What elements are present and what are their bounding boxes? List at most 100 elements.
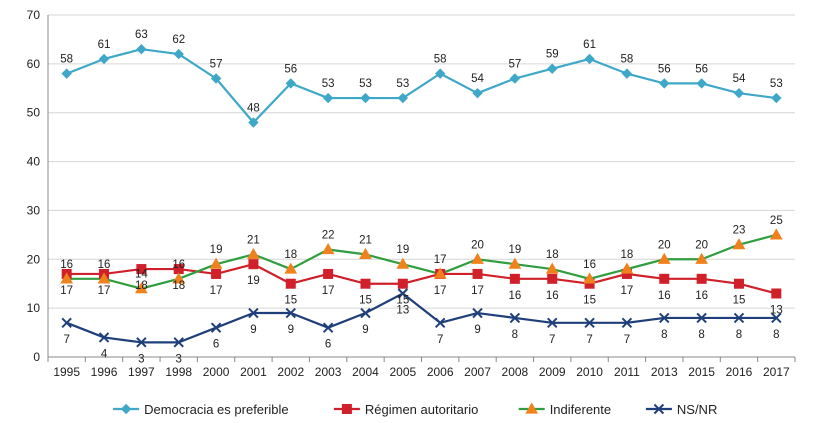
data-point (248, 259, 259, 270)
series-line-ns-nr (66, 292, 777, 344)
data-point (210, 73, 222, 84)
data-label: 7 (437, 334, 443, 346)
x-tick-label: 2005 (389, 365, 416, 379)
data-label: 7 (586, 334, 592, 346)
data-label: 18 (621, 249, 634, 261)
data-point (659, 273, 670, 284)
data-label: 15 (284, 295, 297, 307)
data-point (584, 53, 595, 65)
data-label: 22 (322, 230, 335, 242)
data-point (696, 312, 707, 324)
data-label: 23 (733, 225, 746, 237)
y-tick-label: 30 (27, 203, 41, 217)
data-point (653, 403, 665, 415)
data-label: 17 (210, 285, 223, 297)
data-point (211, 268, 222, 279)
data-point (620, 262, 634, 274)
data-label: 13 (770, 304, 783, 316)
data-point (247, 247, 260, 260)
data-point (547, 63, 558, 74)
data-point (173, 337, 184, 348)
legend-label: Democracia es preferible (144, 402, 289, 417)
data-label: 6 (325, 339, 331, 351)
data-point (769, 228, 783, 240)
legend-item-democracia-es-preferible: Democracia es preferible (113, 402, 289, 417)
x-tick-label: 2001 (240, 365, 267, 379)
data-point (322, 322, 334, 333)
data-point (360, 278, 371, 289)
data-point (285, 307, 296, 319)
data-point (509, 73, 521, 84)
data-point (696, 273, 707, 284)
y-tick-label: 70 (27, 8, 41, 22)
y-tick-label: 50 (27, 106, 41, 120)
x-tick-label: 2007 (464, 365, 491, 379)
data-label: 15 (733, 295, 746, 307)
data-point (360, 307, 371, 319)
x-tick-label: 2015 (688, 365, 715, 379)
series-line-democracia-es-preferible (66, 48, 777, 124)
data-point (172, 272, 186, 284)
data-point (397, 92, 409, 104)
data-label: 58 (60, 54, 73, 66)
data-label: 8 (773, 329, 779, 341)
data-point (323, 268, 334, 279)
data-label: 53 (770, 78, 783, 90)
y-tick-label: 60 (27, 57, 41, 71)
data-point (525, 402, 539, 414)
x-tick-label: 1996 (91, 365, 118, 379)
legend-item-indiferente: Indiferente (518, 402, 611, 417)
x-tick-label: 1995 (53, 365, 80, 379)
legend-item-regimen-autoritario: Régimen autoritario (333, 402, 478, 417)
data-label: 3 (138, 353, 144, 365)
data-point (659, 312, 670, 324)
legend-label: NS/NR (677, 402, 717, 417)
data-label: 8 (736, 329, 742, 341)
x-tick-label: 2004 (352, 365, 379, 379)
legend-label: Indiferente (550, 402, 611, 417)
data-label: 16 (508, 290, 521, 302)
data-label: 21 (247, 234, 260, 246)
data-label: 13 (396, 304, 409, 316)
gridlines (48, 14, 795, 309)
data-label: 20 (471, 239, 484, 251)
data-point (210, 322, 222, 333)
data-point (285, 78, 296, 89)
data-point (472, 307, 483, 319)
data-point (136, 264, 147, 275)
data-label: 16 (658, 290, 671, 302)
data-label: 16 (172, 259, 185, 271)
data-point (509, 312, 521, 324)
data-label: 17 (471, 285, 484, 297)
y-tick-label: 10 (27, 301, 41, 315)
data-label: 8 (698, 329, 704, 341)
data-point (659, 78, 670, 89)
x-tick-label: 2008 (502, 365, 529, 379)
data-label: 16 (98, 259, 111, 271)
data-label: 20 (658, 239, 671, 251)
x-tick-label: 2000 (203, 365, 230, 379)
data-point (547, 317, 558, 329)
y-tick-label: 20 (27, 252, 41, 266)
x-tick-label: 2009 (539, 365, 566, 379)
data-point (433, 267, 447, 279)
data-label: 19 (247, 275, 260, 287)
data-point (61, 317, 72, 329)
data-point (657, 252, 671, 264)
data-label: 57 (508, 59, 521, 71)
data-point (322, 92, 334, 104)
x-tick-label: 2013 (651, 365, 678, 379)
data-label: 25 (770, 215, 783, 227)
data-point (771, 92, 782, 104)
data-point (397, 288, 409, 299)
data-label: 7 (63, 334, 69, 346)
data-point (61, 68, 72, 79)
data-label: 8 (661, 329, 667, 341)
data-point (135, 282, 148, 294)
x-tick-label: 2011 (614, 365, 640, 379)
data-label: 56 (658, 63, 671, 75)
